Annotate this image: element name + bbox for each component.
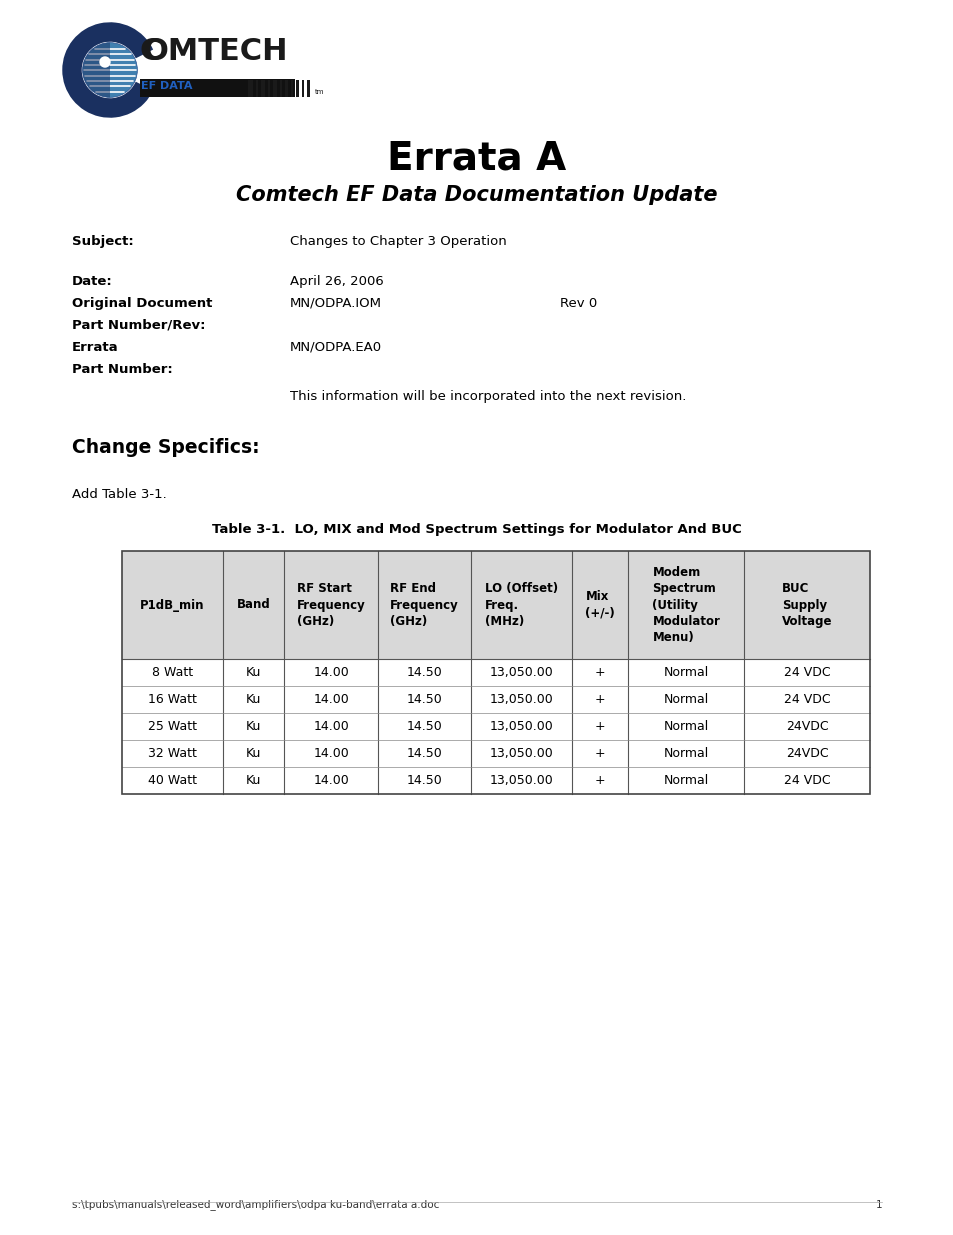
Text: Date:: Date: bbox=[71, 275, 112, 288]
Text: 14.00: 14.00 bbox=[313, 666, 349, 679]
Text: Table 3-1.  LO, MIX and Mod Spectrum Settings for Modulator And BUC: Table 3-1. LO, MIX and Mod Spectrum Sett… bbox=[212, 522, 741, 536]
Text: Ku: Ku bbox=[246, 774, 261, 787]
Text: Original Document: Original Document bbox=[71, 296, 213, 310]
Bar bbox=[268, 80, 270, 98]
Text: MN/ODPA.EA0: MN/ODPA.EA0 bbox=[290, 341, 382, 354]
Text: RF Start
Frequency
(GHz): RF Start Frequency (GHz) bbox=[296, 582, 365, 629]
Bar bbox=[255, 80, 257, 98]
Text: Normal: Normal bbox=[663, 666, 708, 679]
Text: This information will be incorporated into the next revision.: This information will be incorporated in… bbox=[290, 390, 685, 403]
Text: Normal: Normal bbox=[663, 747, 708, 760]
Text: P1dB_min: P1dB_min bbox=[140, 599, 205, 611]
Text: 24 VDC: 24 VDC bbox=[783, 774, 830, 787]
Bar bbox=[260, 80, 264, 98]
Bar bbox=[139, 79, 294, 98]
Text: Normal: Normal bbox=[663, 720, 708, 734]
Text: +: + bbox=[595, 747, 605, 760]
Text: Band: Band bbox=[236, 599, 271, 611]
Text: Errata A: Errata A bbox=[387, 140, 566, 178]
Text: Ku: Ku bbox=[246, 747, 261, 760]
Bar bbox=[306, 80, 310, 98]
Text: 16 Watt: 16 Watt bbox=[148, 693, 196, 706]
Bar bbox=[122, 551, 869, 659]
Text: MN/ODPA.IOM: MN/ODPA.IOM bbox=[290, 296, 381, 310]
Text: Add Table 3-1.: Add Table 3-1. bbox=[71, 488, 167, 501]
Text: +: + bbox=[595, 774, 605, 787]
Bar bbox=[295, 80, 298, 98]
Text: RF End
Frequency
(GHz): RF End Frequency (GHz) bbox=[390, 582, 458, 629]
Text: 14.00: 14.00 bbox=[313, 747, 349, 760]
Text: 32 Watt: 32 Watt bbox=[148, 747, 196, 760]
Text: Modem
Spectrum
(Utility
Modulator
Menu): Modem Spectrum (Utility Modulator Menu) bbox=[652, 566, 720, 645]
Text: Part Number/Rev:: Part Number/Rev: bbox=[71, 319, 205, 332]
Text: BUC
Supply
Voltage: BUC Supply Voltage bbox=[781, 582, 832, 629]
Text: Ku: Ku bbox=[246, 720, 261, 734]
Text: Ku: Ku bbox=[246, 666, 261, 679]
Text: Changes to Chapter 3 Operation: Changes to Chapter 3 Operation bbox=[290, 235, 506, 248]
Text: 14.50: 14.50 bbox=[406, 747, 442, 760]
Bar bbox=[122, 551, 869, 794]
Circle shape bbox=[83, 43, 137, 98]
Text: 24 VDC: 24 VDC bbox=[783, 666, 830, 679]
Bar bbox=[273, 80, 276, 98]
Text: Errata: Errata bbox=[71, 341, 118, 354]
Text: Ku: Ku bbox=[246, 693, 261, 706]
Text: 13,050.00: 13,050.00 bbox=[490, 720, 553, 734]
Text: 1: 1 bbox=[875, 1200, 882, 1210]
Text: 40 Watt: 40 Watt bbox=[148, 774, 196, 787]
Text: Change Specifics:: Change Specifics: bbox=[71, 438, 259, 457]
Text: 14.00: 14.00 bbox=[313, 693, 349, 706]
Text: 13,050.00: 13,050.00 bbox=[490, 774, 553, 787]
Text: tm: tm bbox=[314, 89, 324, 95]
Text: 24VDC: 24VDC bbox=[785, 720, 827, 734]
Text: +: + bbox=[595, 693, 605, 706]
Text: EF DATA: EF DATA bbox=[141, 82, 193, 91]
Text: 24VDC: 24VDC bbox=[785, 747, 827, 760]
Text: +: + bbox=[595, 720, 605, 734]
Text: +: + bbox=[595, 666, 605, 679]
Bar bbox=[301, 80, 303, 98]
Text: Subject:: Subject: bbox=[71, 235, 133, 248]
Text: 25 Watt: 25 Watt bbox=[148, 720, 196, 734]
Text: OMTECH: OMTECH bbox=[142, 37, 288, 65]
Text: Normal: Normal bbox=[663, 693, 708, 706]
Text: 14.00: 14.00 bbox=[313, 774, 349, 787]
Text: Mix
(+/-): Mix (+/-) bbox=[585, 590, 615, 620]
Text: Comtech EF Data Documentation Update: Comtech EF Data Documentation Update bbox=[236, 185, 717, 205]
Text: April 26, 2006: April 26, 2006 bbox=[290, 275, 383, 288]
Bar bbox=[248, 80, 253, 98]
Text: 24 VDC: 24 VDC bbox=[783, 693, 830, 706]
Circle shape bbox=[99, 57, 111, 68]
Text: s:\tpubs\manuals\released_word\amplifiers\odpa ku-band\errata a.doc: s:\tpubs\manuals\released_word\amplifier… bbox=[71, 1199, 439, 1210]
Text: 13,050.00: 13,050.00 bbox=[490, 666, 553, 679]
Text: 8 Watt: 8 Watt bbox=[152, 666, 193, 679]
Text: 14.50: 14.50 bbox=[406, 693, 442, 706]
Text: 13,050.00: 13,050.00 bbox=[490, 693, 553, 706]
Wedge shape bbox=[83, 43, 110, 98]
Text: Normal: Normal bbox=[663, 774, 708, 787]
Bar bbox=[291, 80, 293, 98]
Bar bbox=[284, 80, 288, 98]
Text: 14.50: 14.50 bbox=[406, 666, 442, 679]
Bar bbox=[279, 80, 281, 98]
Text: Rev 0: Rev 0 bbox=[559, 296, 597, 310]
Text: 14.00: 14.00 bbox=[313, 720, 349, 734]
Text: 14.50: 14.50 bbox=[406, 720, 442, 734]
Text: Part Number:: Part Number: bbox=[71, 363, 172, 375]
Text: C: C bbox=[139, 37, 162, 65]
Text: 13,050.00: 13,050.00 bbox=[490, 747, 553, 760]
Text: LO (Offset)
Freq.
(MHz): LO (Offset) Freq. (MHz) bbox=[485, 582, 558, 629]
Text: 14.50: 14.50 bbox=[406, 774, 442, 787]
